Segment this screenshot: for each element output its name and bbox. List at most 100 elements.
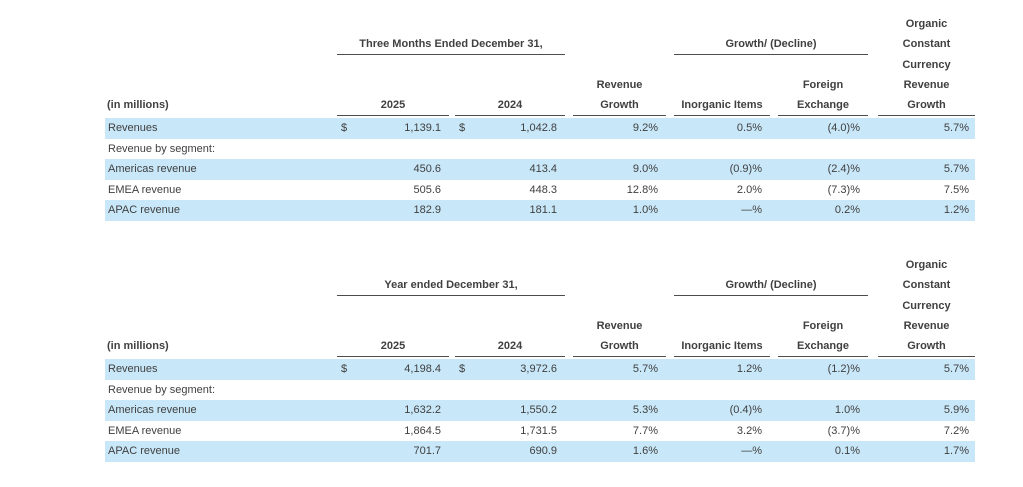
- year-2025-header: 2025: [337, 336, 449, 357]
- dollar-sign: $: [459, 362, 466, 375]
- revenue-growth-value: [573, 139, 666, 160]
- row-label: APAC revenue: [108, 445, 180, 458]
- organic-growth-value: 1.7%: [943, 445, 969, 458]
- organic-header-line: Currency: [902, 299, 951, 312]
- revenue-growth-value: 9.2%: [632, 122, 658, 134]
- foreign-exchange-header-line: Foreign: [802, 79, 844, 91]
- table-row: Americas revenue 450.6 413.4 9.0% (0.9)%…: [105, 159, 975, 180]
- organic-growth-value: 7.2%: [943, 424, 969, 437]
- value-2025: 701.7: [413, 445, 441, 458]
- value-2024-cell: [455, 139, 565, 160]
- year-2025-header: 2025: [337, 95, 449, 116]
- foreign-exchange-value: [778, 139, 868, 160]
- inorganic-items-value: 0.5%: [736, 122, 762, 134]
- organic-growth-value: 5.7%: [943, 122, 969, 134]
- organic-header-line: Constant: [902, 278, 951, 291]
- foreign-exchange-value: 0.2%: [834, 204, 860, 217]
- table-header: Three Months Ended December 31, Growth/ …: [105, 14, 975, 116]
- value-2024: 1,550.2: [520, 404, 557, 417]
- value-2025-cell: [337, 380, 449, 401]
- value-2024: 413.4: [529, 163, 557, 176]
- dollar-sign: $: [341, 362, 348, 375]
- value-2024-cell: $ 1,042.8: [455, 118, 565, 139]
- row-label: Americas revenue: [108, 404, 197, 417]
- revenue-growth-value: 1.0%: [632, 204, 658, 217]
- in-millions-label: (in millions): [107, 339, 169, 352]
- revenue-growth-header-line: Growth: [573, 95, 666, 116]
- table-header: Year ended December 31, Growth/ (Decline…: [105, 255, 975, 357]
- organic-header-line: Currency: [902, 59, 951, 71]
- value-2025-cell: [337, 139, 449, 160]
- foreign-exchange-value: (1.2)%: [827, 362, 860, 375]
- value-2025-cell: 450.6: [337, 159, 449, 180]
- inorganic-items-value: (0.9)%: [729, 163, 762, 176]
- value-2025-cell: 1,632.2: [337, 400, 449, 421]
- organic-growth-value: [878, 380, 975, 401]
- financial-results-document: Three Months Ended December 31, Growth/ …: [105, 14, 975, 462]
- value-2025: 1,864.5: [404, 424, 441, 437]
- value-2024: 1,042.8: [520, 122, 557, 134]
- value-2024-cell: 181.1: [455, 200, 565, 221]
- value-2025-cell: $ 1,139.1: [337, 118, 449, 139]
- value-2025-cell: 182.9: [337, 200, 449, 221]
- foreign-exchange-value: 1.0%: [834, 404, 860, 417]
- revenue-growth-value: 9.0%: [632, 163, 658, 176]
- row-label: APAC revenue: [108, 204, 180, 217]
- period-header: Three Months Ended December 31,: [337, 34, 565, 55]
- table-row: EMEA revenue 1,864.5 1,731.5 7.7% 3.2% (…: [105, 421, 975, 442]
- organic-header-line: Growth: [878, 95, 975, 116]
- revenue-growth-value: 12.8%: [626, 183, 658, 196]
- inorganic-items-value: 1.2%: [736, 362, 762, 375]
- in-millions-label: (in millions): [107, 99, 169, 111]
- value-2024-cell: 1,731.5: [455, 421, 565, 442]
- value-2024-cell: $ 3,972.6: [455, 359, 565, 380]
- row-label: Revenue by segment:: [108, 383, 216, 396]
- organic-growth-value: [878, 139, 975, 160]
- inorganic-items-value: 3.2%: [736, 424, 762, 437]
- organic-header-line: Revenue: [903, 79, 950, 91]
- organic-header-line: Organic: [905, 258, 948, 271]
- value-2025: 4,198.4: [404, 362, 441, 375]
- foreign-exchange-value: (3.7)%: [827, 424, 860, 437]
- year-2024-header: 2024: [455, 336, 565, 357]
- organic-header-line: Constant: [902, 38, 951, 50]
- revenue-growth-header-line: Revenue: [596, 319, 643, 332]
- revenue-growth-value: 5.7%: [632, 362, 658, 375]
- value-2025-cell: $ 4,198.4: [337, 359, 449, 380]
- table-row: Americas revenue 1,632.2 1,550.2 5.3% (0…: [105, 400, 975, 421]
- value-2025: 505.6: [413, 183, 441, 196]
- revenue-growth-value: 5.3%: [632, 404, 658, 417]
- row-label: Revenues: [108, 122, 158, 134]
- value-2024-cell: 690.9: [455, 441, 565, 462]
- row-label: Revenues: [108, 362, 158, 375]
- table-row: Revenues $ 4,198.4 $ 3,972.6 5.7% 1.2% (…: [105, 358, 975, 380]
- organic-header-line: Revenue: [903, 319, 950, 332]
- revenue-growth-value: 1.6%: [632, 445, 658, 458]
- organic-growth-value: 5.7%: [943, 163, 969, 176]
- value-2024-cell: [455, 380, 565, 401]
- growth-decline-header: Growth/ (Decline): [674, 275, 868, 296]
- organic-growth-value: 5.7%: [943, 362, 969, 375]
- period-header: Year ended December 31,: [337, 275, 565, 296]
- value-2024: 1,731.5: [520, 424, 557, 437]
- value-2025: 1,632.2: [404, 404, 441, 417]
- organic-header-line: Organic: [905, 18, 948, 30]
- three-months-table: Three Months Ended December 31, Growth/ …: [105, 14, 975, 221]
- value-2025-cell: 1,864.5: [337, 421, 449, 442]
- value-2024: 181.1: [529, 204, 557, 217]
- inorganic-items-value: —%: [741, 445, 762, 458]
- foreign-exchange-header-line: Exchange: [778, 95, 868, 116]
- table-row: APAC revenue 182.9 181.1 1.0% —% 0.2% 1.…: [105, 200, 975, 221]
- table-row: Revenues $ 1,139.1 $ 1,042.8 9.2% 0.5% (…: [105, 118, 975, 139]
- dollar-sign: $: [459, 122, 466, 134]
- revenue-growth-value: [573, 380, 666, 401]
- value-2025-cell: 701.7: [337, 441, 449, 462]
- value-2024: 448.3: [529, 183, 557, 196]
- table-row: Revenue by segment:: [105, 139, 975, 160]
- table-body: Revenues $ 4,198.4 $ 3,972.6 5.7% 1.2% (…: [105, 358, 975, 462]
- table-body: Revenues $ 1,139.1 $ 1,042.8 9.2% 0.5% (…: [105, 118, 975, 221]
- foreign-exchange-header-line: Foreign: [802, 319, 844, 332]
- table-row: APAC revenue 701.7 690.9 1.6% —% 0.1% 1.…: [105, 441, 975, 462]
- revenue-growth-header-line: Growth: [573, 336, 666, 357]
- revenue-growth-header-line: Revenue: [596, 79, 643, 91]
